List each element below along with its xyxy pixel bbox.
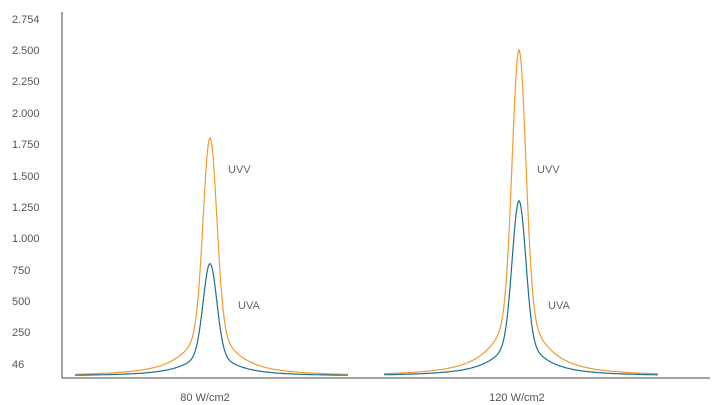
y-tick-label: 1.500 [12, 171, 40, 183]
y-tick-label: 2.754 [12, 14, 40, 26]
y-tick-label: 500 [12, 296, 30, 308]
peak-label-uvv: UVV [537, 164, 560, 176]
series-line-uvv [383, 48, 658, 375]
y-tick-label: 1.000 [12, 233, 40, 245]
series-line-uva [75, 262, 348, 376]
series-line-uvv [75, 136, 349, 375]
y-tick-labels: 46 250 500 750 1.000 1.250 1.500 1.750 2.000 2.25… [12, 14, 40, 371]
y-tick-label: 750 [12, 265, 30, 277]
peak-label-uvv: UVV [228, 164, 251, 176]
y-tick-label: 2.250 [12, 76, 40, 88]
peak-labels: UVV UVV UVA UVA [228, 164, 570, 312]
category-label: 120 W/cm2 [489, 392, 545, 404]
series-curves [75, 48, 658, 376]
series-line-uva [384, 199, 658, 376]
y-tick-label: 2.000 [12, 108, 40, 120]
y-tick-label: 1.250 [12, 202, 40, 214]
y-tick-label: 250 [12, 327, 30, 339]
peak-label-uva: UVA [548, 300, 570, 312]
y-tick-label: 46 [12, 359, 24, 371]
y-tick-label: 2.500 [12, 45, 40, 57]
peak-label-uva: UVA [238, 300, 260, 312]
category-label: 80 W/cm2 [180, 392, 230, 404]
y-tick-label: 1.750 [12, 139, 40, 151]
category-labels: 80 W/cm2 120 W/cm2 [180, 392, 545, 404]
